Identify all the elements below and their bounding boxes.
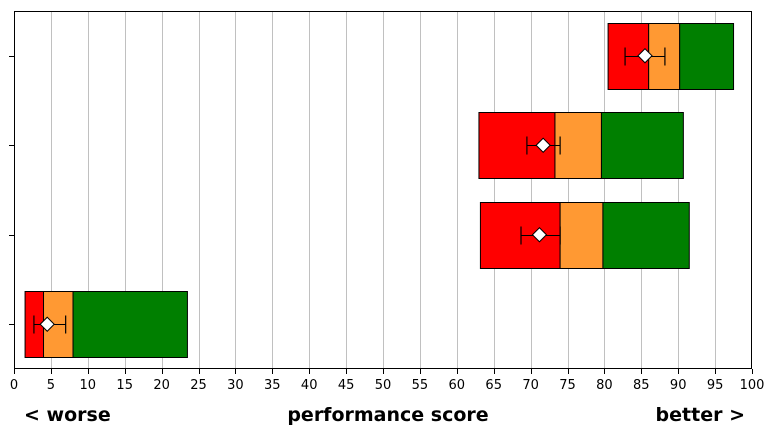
better-label: better > (656, 404, 745, 426)
score-marker (39, 316, 55, 332)
x-tick-label: 5 (47, 378, 55, 393)
x-tick-label: 50 (375, 378, 392, 393)
x-tick-label: 35 (264, 378, 281, 393)
x-tick-label: 30 (227, 378, 244, 393)
mid-band (559, 202, 604, 269)
high-band (602, 202, 690, 269)
x-tick-label: 90 (670, 378, 687, 393)
x-tick-label: 70 (522, 378, 539, 393)
performance-score-label: performance score (287, 404, 488, 426)
x-tick-label: 20 (153, 378, 170, 393)
x-tick-label: 25 (190, 378, 207, 393)
x-tick-label: 45 (338, 378, 355, 393)
x-tick-label: 85 (633, 378, 650, 393)
x-tick-label: 100 (740, 378, 765, 393)
x-tick-label: 15 (116, 378, 133, 393)
x-tick-label: 80 (596, 378, 613, 393)
mid-band (554, 112, 602, 179)
score-marker (535, 137, 551, 153)
x-tick-label: 55 (412, 378, 429, 393)
x-tick-label: 95 (707, 378, 724, 393)
worse-label: < worse (24, 404, 111, 426)
high-band (72, 291, 188, 358)
high-band (679, 23, 735, 90)
score-marker (637, 48, 653, 64)
score-marker (531, 227, 548, 243)
x-tick-label: 10 (80, 378, 97, 393)
x-tick-label: 40 (301, 378, 318, 393)
x-tick-label: 65 (485, 378, 502, 393)
plot-frame (14, 11, 752, 369)
x-tick-label: 0 (10, 378, 18, 393)
x-tick-label: 75 (559, 378, 576, 393)
high-band (600, 112, 684, 179)
x-tick-label: 60 (449, 378, 466, 393)
